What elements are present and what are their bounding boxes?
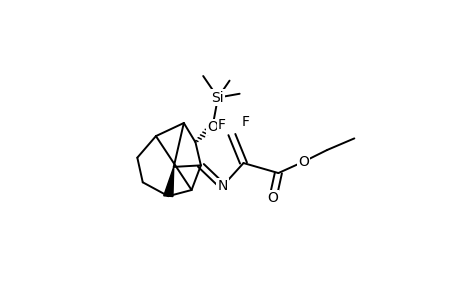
Text: N: N	[217, 179, 227, 193]
Text: Si: Si	[211, 91, 224, 105]
Text: F: F	[241, 115, 249, 129]
Text: O: O	[298, 154, 309, 169]
Text: O: O	[267, 191, 278, 205]
Polygon shape	[163, 167, 174, 196]
Text: O: O	[207, 120, 218, 134]
Text: F: F	[217, 118, 225, 131]
